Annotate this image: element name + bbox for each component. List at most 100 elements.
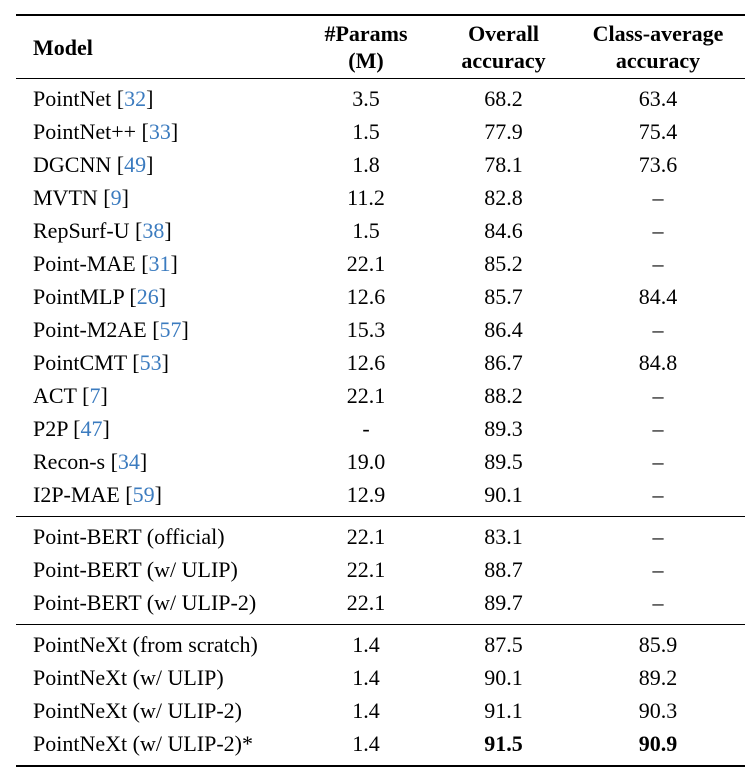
model-name-text: P2P xyxy=(33,416,68,441)
overall-accuracy-value: 77.9 xyxy=(484,119,523,144)
model-name-text: I2P-MAE xyxy=(33,482,120,507)
table-row: P2P [47] - 89.3 – xyxy=(16,412,745,445)
class-average-accuracy-value: – xyxy=(652,317,664,342)
model-name: Point-BERT (w/ ULIP) xyxy=(16,553,296,586)
params-value: 1.4 xyxy=(352,731,380,756)
citation-link[interactable]: 32 xyxy=(124,86,147,111)
header-classavg-line1: Class-average xyxy=(592,21,724,46)
class-average-accuracy-value: – xyxy=(652,416,664,441)
model-name: I2P-MAE [59] xyxy=(33,482,162,507)
overall-accuracy-value: 91.1 xyxy=(484,698,523,723)
header-row: Model #Params (M) Overall accuracy Class-a… xyxy=(16,15,745,79)
class-average-accuracy-value: – xyxy=(652,524,664,549)
model-name-text: Point-BERT (w/ ULIP-2) xyxy=(33,590,257,615)
table-row: Point-M2AE [57] 15.3 86.4 – xyxy=(16,313,745,346)
overall-accuracy-value: 89.7 xyxy=(484,590,523,615)
params-value: 1.8 xyxy=(352,152,380,177)
overall-accuracy-value: 84.6 xyxy=(484,218,523,243)
params-value: 19.0 xyxy=(346,449,386,474)
results-table: Model #Params (M) Overall accuracy Class-a… xyxy=(16,14,745,767)
params-value: 1.4 xyxy=(352,632,380,657)
citation-link[interactable]: 26 xyxy=(136,284,159,309)
model-name-text: PointMLP xyxy=(33,284,124,309)
model-name: Recon-s [34] xyxy=(33,449,148,474)
class-average-accuracy-value: 75.4 xyxy=(638,119,678,144)
header-overall-line1: Overall xyxy=(468,21,539,46)
table-row: PointMLP [26] 12.6 85.7 84.4 xyxy=(16,280,745,313)
table-row: PointCMT [53] 12.6 86.7 84.8 xyxy=(16,346,745,379)
class-average-accuracy-value: – xyxy=(652,251,664,276)
header-overall-accuracy: Overall accuracy xyxy=(436,15,571,79)
model-name-text: PointNeXt (from scratch) xyxy=(33,632,258,657)
table-row: DGCNN [49] 1.8 78.1 73.6 xyxy=(16,148,745,181)
header-params-line2: (M) xyxy=(348,48,384,73)
table-group-1: PointNet [32] 3.5 68.2 63.4 PointNet++ [33] 1… xyxy=(16,78,745,517)
overall-accuracy-value: 90.1 xyxy=(484,482,523,507)
citation-link[interactable]: 9 xyxy=(110,185,122,210)
model-name-text: Point-M2AE xyxy=(33,317,147,342)
model-name-text: Point-MAE xyxy=(33,251,136,276)
model-name-text: PointCMT xyxy=(33,350,127,375)
header-class-average-accuracy: Class-average accuracy xyxy=(571,15,745,79)
model-name-text: Point-BERT (w/ ULIP) xyxy=(33,557,238,582)
params-value: 1.5 xyxy=(352,218,380,243)
overall-accuracy-value: 68.2 xyxy=(484,86,523,111)
table-row: Point-MAE [31] 22.1 85.2 – xyxy=(16,247,745,280)
params-value: 11.2 xyxy=(347,185,385,210)
table-row: Recon-s [34] 19.0 89.5 – xyxy=(16,445,745,478)
class-average-accuracy-value: 84.8 xyxy=(638,350,678,375)
table-row: MVTN [9] 11.2 82.8 – xyxy=(16,181,745,214)
citation-link[interactable]: 59 xyxy=(132,482,155,507)
params-value: 1.4 xyxy=(352,698,380,723)
header-params-line1: #Params xyxy=(324,21,408,46)
params-value: 22.1 xyxy=(346,383,386,408)
citation-link[interactable]: 53 xyxy=(139,350,162,375)
overall-accuracy-value: 83.1 xyxy=(484,524,523,549)
overall-accuracy-value: 88.2 xyxy=(484,383,523,408)
table-row: PointNet++ [33] 1.5 77.9 75.4 xyxy=(16,115,745,148)
class-average-accuracy-value: 73.6 xyxy=(638,152,678,177)
params-value: 12.6 xyxy=(346,350,386,375)
table-header: Model #Params (M) Overall accuracy Class-a… xyxy=(16,15,745,79)
citation-link[interactable]: 34 xyxy=(117,449,140,474)
table-row: Point-BERT (w/ ULIP-2) 22.1 89.7 – xyxy=(16,586,745,625)
citation-link[interactable]: 33 xyxy=(148,119,171,144)
class-average-accuracy-value: 63.4 xyxy=(638,86,678,111)
table-row: PointNeXt (from scratch) 1.4 87.5 85.9 xyxy=(16,625,745,662)
table-row: PointNeXt (w/ ULIP-2) 1.4 91.1 90.3 xyxy=(16,694,745,727)
model-name: P2P [47] xyxy=(33,416,110,441)
citation-link[interactable]: 31 xyxy=(148,251,171,276)
table-group-2: Point-BERT (official) 22.1 83.1– Point-BERT… xyxy=(16,516,745,625)
model-name-text: MVTN xyxy=(33,185,98,210)
model-name-text: PointNet++ xyxy=(33,119,137,144)
model-name-text: Recon-s xyxy=(33,449,106,474)
class-average-accuracy-value: – xyxy=(652,557,664,582)
model-name: PointNeXt (from scratch) xyxy=(16,625,296,662)
table-row: RepSurf-U [38] 1.5 84.6 – xyxy=(16,214,745,247)
overall-accuracy-value: 78.1 xyxy=(484,152,523,177)
table-row: Point-BERT (official) 22.1 83.1 – xyxy=(16,517,745,554)
overall-accuracy-value: 91.5 xyxy=(484,731,523,756)
model-name: PointMLP [26] xyxy=(33,284,167,309)
params-value: 22.1 xyxy=(346,251,386,276)
citation-link[interactable]: 57 xyxy=(159,317,182,342)
params-value: 12.6 xyxy=(346,284,386,309)
class-average-accuracy-value: – xyxy=(652,449,664,474)
params-value: - xyxy=(362,416,370,441)
header-model: Model xyxy=(33,34,93,60)
header-params: #Params (M) xyxy=(296,15,436,79)
citation-link[interactable]: 7 xyxy=(89,383,101,408)
table-row: PointNeXt (w/ ULIP-2)* 1.4 91.5 90.9 xyxy=(16,727,745,766)
table-group-3: PointNeXt (from scratch) 1.4 87.5 85.9 Point… xyxy=(16,624,745,767)
class-average-accuracy-value: 84.4 xyxy=(638,284,678,309)
citation-link[interactable]: 47 xyxy=(80,416,103,441)
params-value: 1.5 xyxy=(352,119,380,144)
model-name: PointNeXt (w/ ULIP) xyxy=(16,661,296,694)
model-name: Point-MAE [31] xyxy=(33,251,178,276)
model-name-text: DGCNN xyxy=(33,152,112,177)
params-value: 12.9 xyxy=(346,482,386,507)
citation-link[interactable]: 38 xyxy=(142,218,165,243)
citation-link[interactable]: 49 xyxy=(124,152,147,177)
model-name: ACT [7] xyxy=(33,383,108,408)
model-name-text: PointNeXt (w/ ULIP) xyxy=(33,665,224,690)
